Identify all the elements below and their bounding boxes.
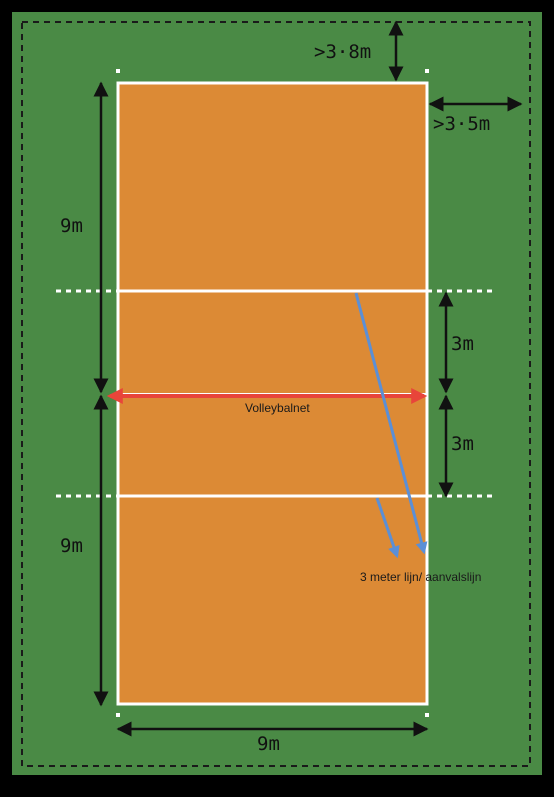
free-zone-end-label: >3·8m	[314, 41, 371, 63]
corner-mark	[116, 69, 120, 73]
corner-mark	[116, 713, 120, 717]
attack-line-pointer-short	[375, 497, 400, 559]
corner-mark	[425, 713, 429, 717]
half-length-top-label: 9m	[60, 215, 83, 237]
half-length-bottom-label: 9m	[60, 535, 83, 557]
free-zone-boundary	[21, 21, 531, 767]
attack-zone-bottom-label: 3m	[451, 433, 474, 455]
net-label: Volleybalnet	[245, 401, 310, 415]
attack-line-pointer-long	[354, 292, 428, 555]
court-width-label: 9m	[257, 733, 280, 755]
free-zone-side-label: >3·5m	[433, 113, 490, 135]
attack-line-label: 3 meter lijn/ aanvalslijn	[360, 570, 481, 584]
corner-mark	[425, 69, 429, 73]
attack-zone-top-label: 3m	[451, 333, 474, 355]
